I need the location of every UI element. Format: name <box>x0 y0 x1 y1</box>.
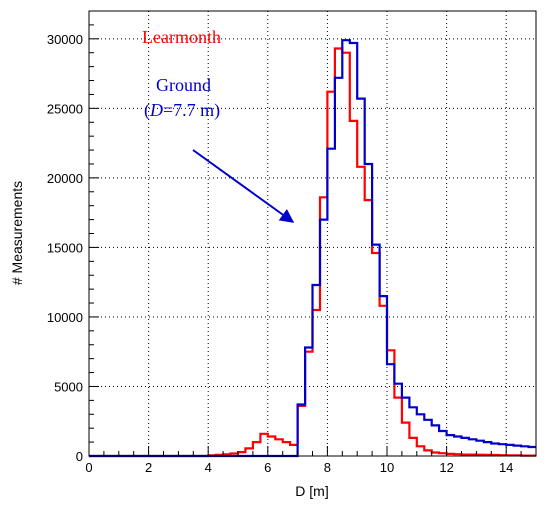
y-tick-label: 10000 <box>47 310 83 325</box>
y-tick-label: 5000 <box>54 379 83 394</box>
x-tick-label: 12 <box>439 460 453 475</box>
x-tick-label: 0 <box>85 460 92 475</box>
y-tick-label: 20000 <box>47 171 83 186</box>
x-axis-title: D [m] <box>295 483 328 499</box>
y-tick-label: 0 <box>76 449 83 464</box>
ticks: 0 2 4 6 8 10 12 14 0 5000 10000 15000 20000 25000 3000… <box>47 24 537 475</box>
x-tick-label: 4 <box>205 460 212 475</box>
y-tick-label: 15000 <box>47 240 83 255</box>
y-tick-label: 25000 <box>47 101 83 116</box>
y-axis-title: # Measurements <box>9 181 25 285</box>
y-tick-label: 30000 <box>47 32 83 47</box>
ground-sub-label: (D=7.7 m) <box>144 100 220 121</box>
ground-arrow <box>192 149 295 223</box>
x-tick-label: 2 <box>145 460 152 475</box>
x-tick-label: 14 <box>499 460 513 475</box>
plot-area <box>89 11 536 456</box>
grid <box>89 11 536 456</box>
ground-label: Ground <box>156 75 211 95</box>
x-tick-label: 10 <box>380 460 394 475</box>
x-tick-label: 6 <box>264 460 271 475</box>
x-tick-label: 8 <box>324 460 331 475</box>
learmonth-label: Learmonth <box>142 27 221 47</box>
